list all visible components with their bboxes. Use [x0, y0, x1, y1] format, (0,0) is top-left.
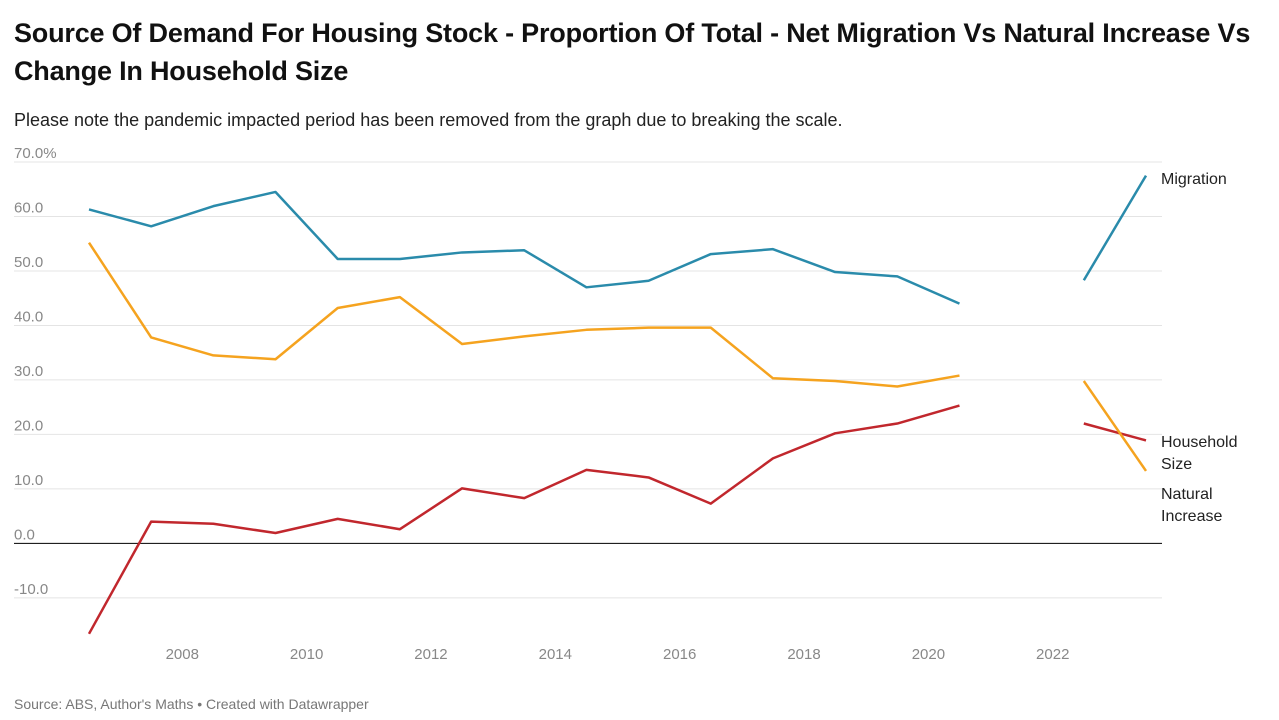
y-tick-label: 30.0	[14, 363, 43, 380]
x-tick-label: 2018	[787, 646, 820, 663]
source-note: Source: ABS, Author's Maths • Created wi…	[14, 696, 369, 712]
series-line	[87, 241, 1148, 472]
series-label: Migration	[1161, 171, 1227, 188]
y-tick-label: 60.0	[14, 199, 43, 216]
y-tick-label: 40.0	[14, 308, 43, 325]
x-tick-label: 2012	[414, 646, 447, 663]
series-line	[87, 404, 1147, 635]
series-label: Natural Increase	[1161, 486, 1223, 525]
x-tick-label: 2020	[912, 646, 945, 663]
x-tick-label: 2022	[1036, 646, 1069, 663]
x-tick-label: 2016	[663, 646, 696, 663]
y-tick-label: -10.0	[14, 581, 48, 598]
chart-subtitle: Please note the pandemic impacted period…	[14, 110, 843, 130]
x-tick-label: 2008	[166, 646, 199, 663]
y-tick-label: 10.0	[14, 472, 43, 489]
y-tick-label: 20.0	[14, 417, 43, 434]
chart-title: Source Of Demand For Housing Stock - Pro…	[14, 18, 1251, 86]
y-tick-label: 0.0	[14, 526, 35, 543]
y-tick-label: 50.0	[14, 254, 43, 271]
series-line	[88, 174, 1148, 305]
x-tick-label: 2010	[290, 646, 323, 663]
x-tick-label: 2014	[539, 646, 572, 663]
series-label: Household Size	[1161, 434, 1238, 473]
y-tick-label: 70.0%	[14, 145, 57, 162]
